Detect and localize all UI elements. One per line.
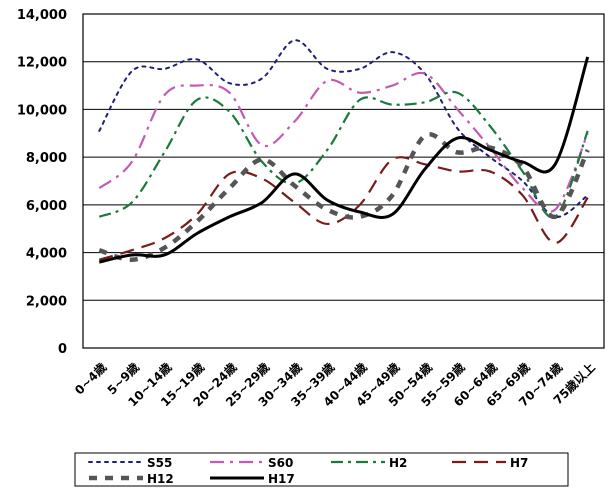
x-tick-label: 0~4歳 (71, 360, 109, 398)
plot-area (82, 13, 605, 349)
series-line-h17 (98, 56, 590, 264)
y-tick-label: 2,000 (26, 294, 67, 309)
y-tick-label: 10,000 (17, 103, 67, 118)
legend-label-s60: S60 (268, 456, 293, 470)
series-line-s55 (98, 39, 589, 218)
y-axis-labels: 0 2,000 4,000 6,000 8,000 10,000 12,000 14,000 (17, 8, 67, 357)
y-tick-label: 0 (58, 342, 67, 357)
y-tick-label: 8,000 (26, 151, 67, 166)
x-axis-labels: 0~4歳5~9歳10~14歳15~19歳20~24歳25~29歳30~34歳35… (71, 360, 597, 410)
y-tick-label: 12,000 (17, 56, 67, 71)
series-lines (98, 39, 590, 264)
y-tick-label: 4,000 (26, 247, 67, 262)
series-line-s60 (98, 71, 589, 213)
legend-label-h2: H2 (389, 456, 407, 470)
legend-label-h12: H12 (147, 472, 174, 486)
series-line-h2 (98, 90, 589, 219)
plot-border (82, 13, 605, 349)
y-tick-label: 6,000 (26, 199, 67, 214)
legend-label-h7: H7 (510, 456, 528, 470)
legend-box (74, 452, 569, 487)
gridlines (83, 61, 604, 301)
legend-label-h17: H17 (268, 472, 295, 486)
y-tick-label: 14,000 (17, 8, 67, 23)
series-line-h12 (98, 132, 590, 262)
legend-label-s55: S55 (147, 456, 172, 470)
legend: S55 S60 H2 H7 H12 H17 (74, 452, 569, 487)
